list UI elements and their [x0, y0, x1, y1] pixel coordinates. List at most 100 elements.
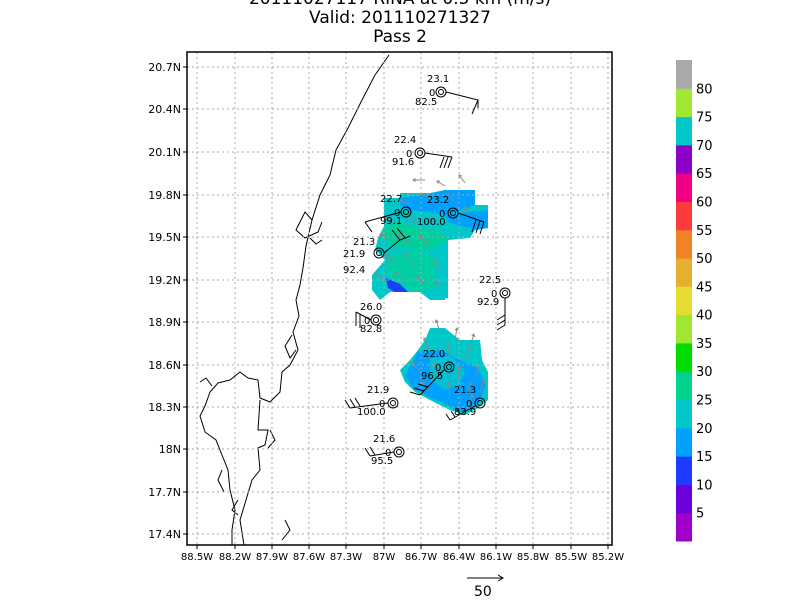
wind-arrowhead: [434, 319, 439, 324]
wind-arrow: [421, 381, 431, 393]
wind-barb: [409, 391, 421, 396]
station-circle: [499, 287, 511, 299]
station-circle: [474, 397, 486, 409]
station-mid: 0: [466, 399, 472, 410]
wind-arrow: [405, 215, 419, 225]
station-mid: 0: [364, 316, 370, 327]
colorbar-label: 15: [696, 450, 713, 465]
wind-barb-staff: [449, 405, 476, 421]
wind-arrowhead: [399, 199, 404, 203]
colorbar-segment: [676, 484, 692, 514]
colorbar-label: 65: [696, 167, 713, 182]
wind-barb: [354, 397, 361, 407]
wind-barb: [496, 314, 506, 321]
colorbar-segment: [676, 371, 692, 401]
wind-arrow: [429, 217, 441, 227]
station-pressure: 83.9: [454, 407, 476, 418]
station-plot: 22.7 099.1: [364, 194, 412, 233]
wind-barb-staff: [364, 211, 402, 223]
wind-arrow: [463, 206, 471, 216]
station-pressure: 95.5: [371, 456, 393, 467]
station-temp: 21.9: [367, 385, 389, 396]
wind-arrow: [435, 319, 441, 333]
colorbar-label: 40: [696, 309, 713, 324]
wind-arrowhead: [471, 333, 476, 338]
colorbar-label: 80: [696, 82, 713, 97]
wind-barb-staff: [369, 451, 395, 457]
wind-arrow: [447, 381, 451, 395]
station-temp: 23.1: [427, 74, 449, 85]
wind-arrow: [474, 365, 480, 379]
station-mid: 0: [429, 88, 435, 99]
wind-arrow: [397, 233, 411, 245]
station-mid: 0: [435, 363, 441, 374]
wind-arrow: [379, 233, 391, 241]
colorbar-label: 55: [696, 224, 713, 239]
y-tick-label: 19.2N: [148, 274, 181, 287]
station-circle-inner: [477, 400, 483, 406]
y-tick-label: 19.5N: [148, 231, 181, 244]
wind-arrowhead: [423, 337, 427, 342]
station-plot: 21.3 083.9: [445, 385, 486, 421]
station-pressure: 91.6: [392, 157, 414, 168]
station-plot: 22.4 091.6: [392, 135, 453, 169]
wind-arrowhead: [435, 279, 439, 284]
wind-arrowhead: [416, 275, 420, 280]
x-tick-label: 88.5W: [181, 552, 213, 563]
wind-arrow: [404, 253, 416, 265]
wind-barb: [417, 383, 429, 388]
wind-barb: [445, 413, 451, 421]
y-tick-label: 18.3N: [148, 401, 181, 414]
y-tick-label: 20.7N: [148, 61, 181, 74]
wind-arrowhead: [429, 217, 434, 221]
wind-arrowhead: [404, 253, 409, 258]
wind-barb: [496, 319, 506, 326]
colorbar-label: 5: [696, 507, 704, 522]
wind-arrow: [469, 394, 473, 406]
x-tick-label: 85.5W: [555, 552, 587, 563]
colorbar-segment: [676, 88, 692, 118]
reference-vector-label: 50: [474, 584, 492, 600]
station-circle: [435, 86, 447, 98]
y-tick-label: 19.8N: [148, 189, 181, 202]
colorbar-label: 70: [696, 139, 713, 154]
wind-arrowhead: [432, 363, 437, 368]
station-temp: 21.3: [353, 237, 375, 248]
station-circle-inner: [373, 317, 379, 323]
colorbar-label: 75: [696, 111, 713, 126]
wind-arrow: [416, 275, 426, 287]
wind-arrowhead: [466, 347, 471, 352]
wind-arrow: [435, 279, 441, 291]
wind-arrow: [458, 174, 466, 184]
colorbar-segment: [676, 456, 692, 485]
y-tick-label: 20.4N: [148, 103, 181, 116]
y-axis: 20.7N 20.4N 20.1N 19.8N 19.5N 19.2N 18.9N 18.6N…: [148, 61, 187, 541]
wind-arrowhead: [421, 193, 426, 197]
wind-arrowhead: [446, 381, 451, 385]
plot-border: [186, 51, 613, 546]
colorbar-segment: [676, 512, 692, 542]
colorbar-segment: [676, 229, 692, 259]
wind-arrow: [394, 271, 406, 283]
wind-arrowhead: [446, 193, 451, 198]
wind-arrowhead: [374, 273, 379, 277]
x-tick-label: 87.9W: [256, 552, 288, 563]
wind-arrow: [419, 235, 431, 247]
colorbar-label: 25: [696, 394, 713, 409]
station-circle-inner: [396, 449, 402, 455]
station-temp: 22.7: [380, 194, 402, 205]
station-plot: 26.0 082.8: [355, 302, 382, 335]
station-circle-inner: [502, 290, 508, 296]
wind-arrowhead: [412, 178, 416, 182]
colorbar-segment: [676, 399, 692, 429]
wind-arrow: [399, 199, 411, 205]
colorbar-segment: [676, 342, 692, 372]
wind-arrowhead: [458, 174, 462, 179]
wind-barb: [455, 407, 461, 415]
wind-arrow: [454, 327, 458, 341]
wind-arrow: [421, 193, 433, 201]
title-line-1: 20111027117 RINA at 0.5 km (m/s): [0, 0, 800, 8]
coastline: [199, 54, 390, 546]
y-tick-label: 17.7N: [148, 486, 181, 499]
